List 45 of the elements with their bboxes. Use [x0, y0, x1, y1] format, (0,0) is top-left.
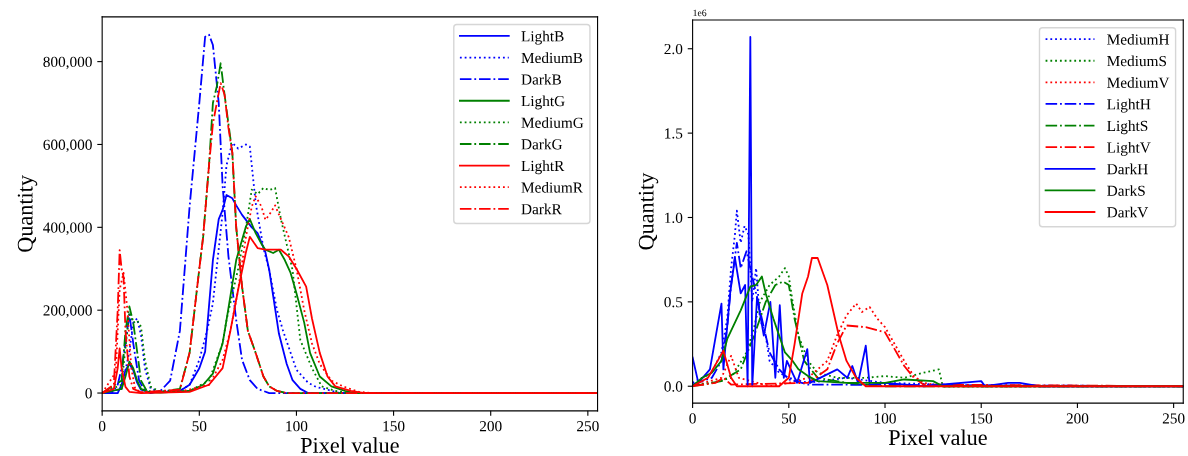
y-tick-label: 0	[85, 388, 92, 399]
x-tick-label: 200	[479, 421, 502, 432]
y-axis-title: Quantity	[17, 175, 38, 252]
x-tick-label: 150	[383, 421, 405, 432]
legend-label: DarkG	[521, 138, 563, 150]
legend-label: MediumV	[1107, 77, 1170, 88]
y-axis-title: Quantity	[638, 172, 659, 250]
x-axis-title: Pixel value	[300, 437, 399, 453]
x-tick-label: 0	[689, 413, 696, 424]
legend-label: LightB	[521, 30, 564, 45]
legend-label: LightS	[1107, 120, 1148, 135]
x-tick-label: 250	[577, 421, 599, 432]
legend-label: MediumH	[1107, 33, 1170, 45]
legend-label: MediumR	[521, 181, 583, 193]
y-tick-label: 1.0	[665, 212, 683, 224]
y-tick-label: 0.0	[664, 381, 683, 392]
y-tick-label: 200,000	[43, 305, 92, 318]
legend-label: LightG	[521, 95, 565, 110]
legend-label: LightH	[1107, 98, 1151, 113]
legend-label: MediumG	[521, 117, 584, 128]
legend-label: LightV	[1107, 141, 1151, 156]
legend-label: DarkR	[521, 203, 562, 215]
x-tick-label: 100	[874, 413, 896, 424]
x-tick-label: 50	[192, 421, 207, 432]
y-tick-label: 600,000	[43, 139, 92, 153]
legend-label: DarkS	[1107, 185, 1145, 196]
x-axis-title: Pixel value	[888, 429, 987, 446]
text: 1e6	[693, 9, 707, 17]
legend-label: LightR	[521, 160, 565, 175]
x-tick-label: 0	[98, 421, 106, 432]
x-tick-label: 200	[1066, 413, 1089, 424]
y-tick-label: 1.5	[665, 128, 683, 139]
x-tick-label: 250	[1162, 413, 1185, 424]
legend-label: MediumB	[521, 52, 583, 64]
legend-label: DarkH	[1107, 163, 1148, 175]
legend-label: MediumS	[1107, 55, 1167, 67]
x-tick-label: 100	[286, 421, 308, 432]
legend-label: DarkV	[1107, 206, 1149, 218]
y-tick-label: 400,000	[43, 222, 92, 235]
x-tick-label: 50	[782, 413, 796, 424]
y-tick-label: 2.0	[664, 43, 683, 55]
y-tick-label: 800,000	[43, 56, 92, 70]
x-tick-label: 150	[971, 413, 993, 424]
y-tick-label: 0.5	[664, 297, 683, 308]
legend-label: DarkB	[521, 73, 561, 85]
